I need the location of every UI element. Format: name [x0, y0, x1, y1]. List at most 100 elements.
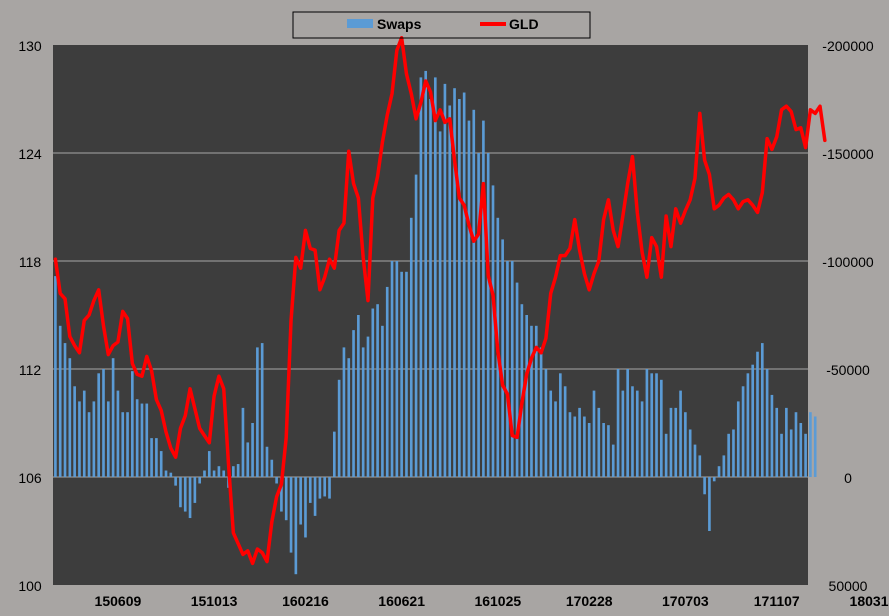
swaps-bar [482, 120, 485, 477]
swaps-bar [188, 477, 192, 519]
swaps-bar [419, 77, 423, 478]
swaps-bar [145, 403, 149, 477]
swaps-bar [366, 336, 370, 477]
swaps-bar [760, 343, 764, 477]
swaps-bar [174, 477, 177, 486]
swaps-bar [635, 390, 639, 477]
axes: 100 106 112 118 124 130 50000 0 -50000 -100000 -15… [18, 38, 889, 609]
legend-box [292, 11, 591, 39]
x-tick-label: 180313 [850, 593, 889, 609]
swaps-bar [289, 477, 293, 553]
swaps-bar [559, 373, 562, 477]
swaps-bar [424, 70, 428, 478]
legend: Swaps GLD [292, 11, 591, 39]
swaps-bar [78, 401, 81, 477]
swaps-bar [68, 358, 72, 477]
y-right-tick-label: 50000 [829, 578, 868, 594]
x-tick-label: 161025 [474, 593, 521, 609]
swaps-bar [111, 358, 115, 477]
swaps-bar [765, 369, 769, 477]
swaps-bar [438, 131, 442, 477]
swaps-bar [256, 347, 259, 477]
swaps-bar [448, 105, 452, 477]
swaps-bar [381, 325, 384, 477]
swaps-bar [352, 330, 355, 477]
swaps-bar [809, 412, 812, 477]
x-tick-label: 150609 [95, 593, 142, 609]
swaps-bar [520, 304, 524, 477]
x-tick-label: 160621 [378, 593, 425, 609]
swaps-bar [501, 239, 504, 477]
swaps-bar [246, 442, 250, 477]
swaps-bar [347, 358, 351, 477]
y-left-tick-label: 124 [18, 146, 42, 162]
swaps-bar [203, 470, 206, 477]
gld-line [53, 36, 827, 566]
swaps-bar [684, 412, 687, 477]
swaps-bar [102, 369, 105, 477]
swaps-bar [193, 477, 197, 503]
swaps-bar [770, 394, 774, 477]
swaps-bar [236, 464, 240, 477]
swaps-bar [232, 466, 235, 477]
legend-swaps-label: Swaps [377, 16, 422, 32]
swaps-bar [616, 369, 620, 477]
swaps-bar [121, 412, 125, 477]
swaps-bar [583, 416, 586, 477]
swaps-bar [693, 444, 697, 477]
swaps-bar [597, 407, 601, 477]
swaps-bar [304, 477, 307, 538]
swaps-bar [756, 351, 759, 477]
x-tick-label: 170703 [662, 593, 709, 609]
swaps-bar [732, 429, 735, 477]
y-right-tick-label: -50000 [826, 362, 870, 378]
swaps-bar [313, 477, 317, 516]
swaps-bar [155, 438, 158, 477]
swaps-bar [87, 412, 91, 477]
swaps-bar [414, 174, 418, 477]
y-left-tick-label: 118 [19, 254, 42, 270]
swaps-bar [751, 364, 755, 477]
y-left-tick-label: 112 [19, 362, 42, 378]
swaps-bar [212, 470, 216, 477]
swaps-bar [703, 477, 706, 495]
swaps-bar [539, 347, 543, 477]
swaps-bar [409, 217, 413, 478]
swaps-bar [477, 153, 480, 477]
swaps-bar [607, 425, 610, 477]
swaps-bar [284, 477, 288, 521]
swaps-bar [655, 373, 658, 477]
swaps-bar [395, 261, 399, 477]
swaps-bar [688, 429, 692, 477]
swaps-bar [621, 390, 625, 477]
swaps-bar [179, 477, 182, 508]
swaps-bar [530, 325, 533, 477]
swaps-bar [602, 423, 605, 477]
swaps-bar [390, 261, 394, 477]
swaps-bar [217, 466, 221, 477]
swaps-bar [361, 347, 365, 477]
swaps-bar [323, 477, 327, 497]
swaps-bar [568, 412, 572, 477]
swaps-bar [525, 315, 528, 477]
swaps-bar [131, 371, 134, 477]
swaps-bar [592, 390, 596, 477]
swaps-bar [578, 407, 581, 477]
y-left-tick-label: 106 [18, 470, 42, 486]
swaps-bar [453, 88, 456, 477]
swaps-bar [54, 276, 57, 477]
swaps-bar [82, 390, 86, 477]
swaps-bar [337, 379, 341, 477]
swaps-bar [385, 286, 389, 477]
swaps-bar [698, 455, 702, 477]
swaps-bar [183, 477, 187, 512]
swaps-bar [328, 477, 331, 499]
swaps-bar [150, 438, 153, 477]
swaps-bar [645, 369, 649, 477]
swaps-bar [746, 373, 750, 477]
swaps-bar [813, 416, 817, 477]
swaps-bar [780, 433, 783, 477]
swaps-bar [280, 477, 283, 512]
swaps-bar [433, 77, 437, 478]
